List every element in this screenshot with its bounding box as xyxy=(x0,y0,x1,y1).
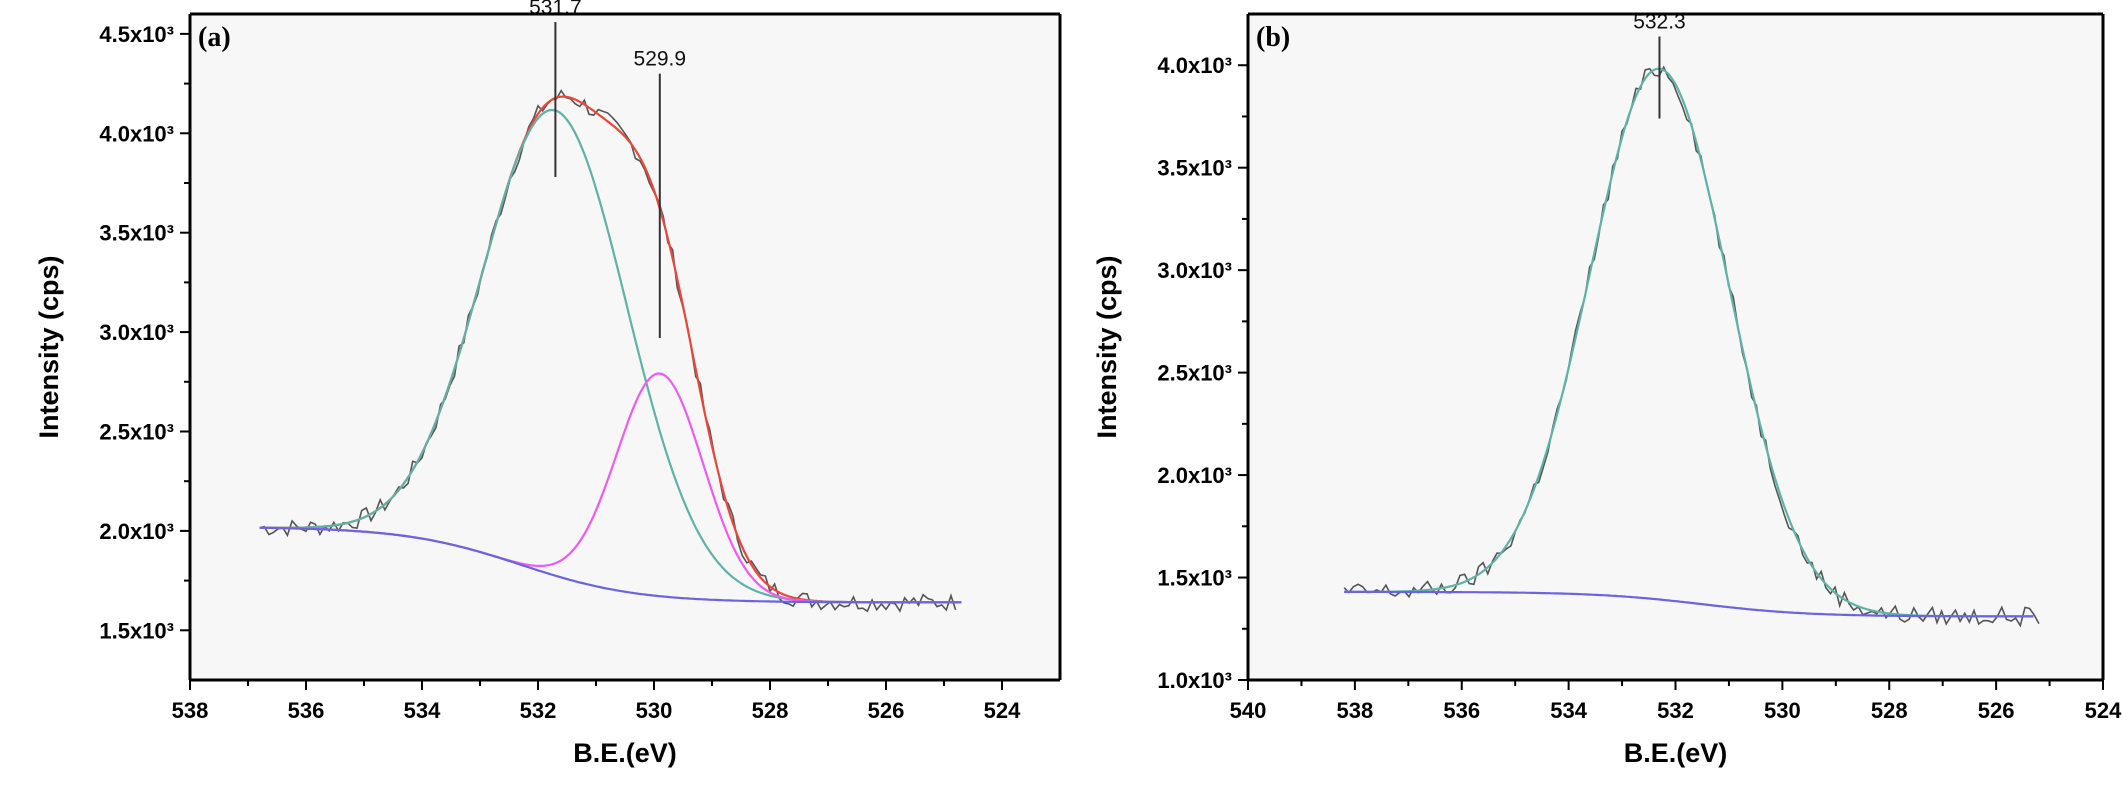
fit-line-2 xyxy=(1344,590,2034,618)
plot-area xyxy=(1248,14,2103,680)
x-tick-label: 528 xyxy=(752,698,789,723)
y-tick-label: 4.0x10³ xyxy=(99,121,174,146)
y-tick-label: 2.0x10³ xyxy=(1157,463,1232,488)
y-tick-label: 2.0x10³ xyxy=(99,519,174,544)
peak-label: 532.3 xyxy=(1633,11,1686,34)
x-axis-title: B.E.(eV) xyxy=(573,738,677,768)
y-axis-title: Intensity (cps) xyxy=(1092,255,1122,438)
panel-b: 532.3 540 538 536 534 532 530 528 526 524 1.0x10³ 1… xyxy=(1092,11,2122,768)
y-tick-label: 3.5x10³ xyxy=(1157,156,1232,181)
peak-label: 529.9 xyxy=(634,48,687,71)
x-tick-label: 540 xyxy=(1230,698,1267,723)
y-tick-label: 1.5x10³ xyxy=(1157,566,1232,591)
panel-label: (b) xyxy=(1256,22,1290,53)
x-tick-label: 536 xyxy=(1443,698,1480,723)
y-tick-label: 3.5x10³ xyxy=(99,221,174,246)
y-tick-label: 2.5x10³ xyxy=(99,419,174,444)
plot-area xyxy=(190,14,1060,680)
x-tick-label: 524 xyxy=(2085,698,2122,723)
x-tick-label: 530 xyxy=(1764,698,1801,723)
x-tick-label: 536 xyxy=(288,698,325,723)
x-tick-label: 530 xyxy=(636,698,673,723)
y-tick-label: 1.0x10³ xyxy=(1157,668,1232,693)
x-tick-label: 538 xyxy=(1337,698,1374,723)
y-tick-label: 1.5x10³ xyxy=(99,618,174,643)
panel-a: 531.7 529.9 538 536 534 532 530 528 526 524 1.5x10… xyxy=(34,0,1062,768)
x-tick-label: 532 xyxy=(1657,698,1694,723)
y-tick-label: 4.0x10³ xyxy=(1157,53,1232,78)
fit-line-4 xyxy=(259,526,962,604)
x-tick-label: 528 xyxy=(1871,698,1908,723)
y-tick-label: 2.5x10³ xyxy=(1157,361,1232,386)
x-tick-label: 526 xyxy=(868,698,905,723)
y-axis-title: Intensity (cps) xyxy=(34,255,64,438)
x-tick-label: 532 xyxy=(520,698,557,723)
y-tick-label: 4.5x10³ xyxy=(99,22,174,47)
x-tick-label: 538 xyxy=(172,698,209,723)
panel-label: (a) xyxy=(198,22,231,53)
peak-label: 531.7 xyxy=(529,0,582,19)
x-tick-label: 534 xyxy=(404,698,441,723)
y-tick-label: 3.0x10³ xyxy=(1157,258,1232,283)
x-axis-title: B.E.(eV) xyxy=(1624,738,1728,768)
x-tick-label: 524 xyxy=(984,698,1021,723)
y-tick-label: 3.0x10³ xyxy=(99,320,174,345)
x-tick-label: 534 xyxy=(1550,698,1587,723)
x-tick-label: 526 xyxy=(1978,698,2015,723)
